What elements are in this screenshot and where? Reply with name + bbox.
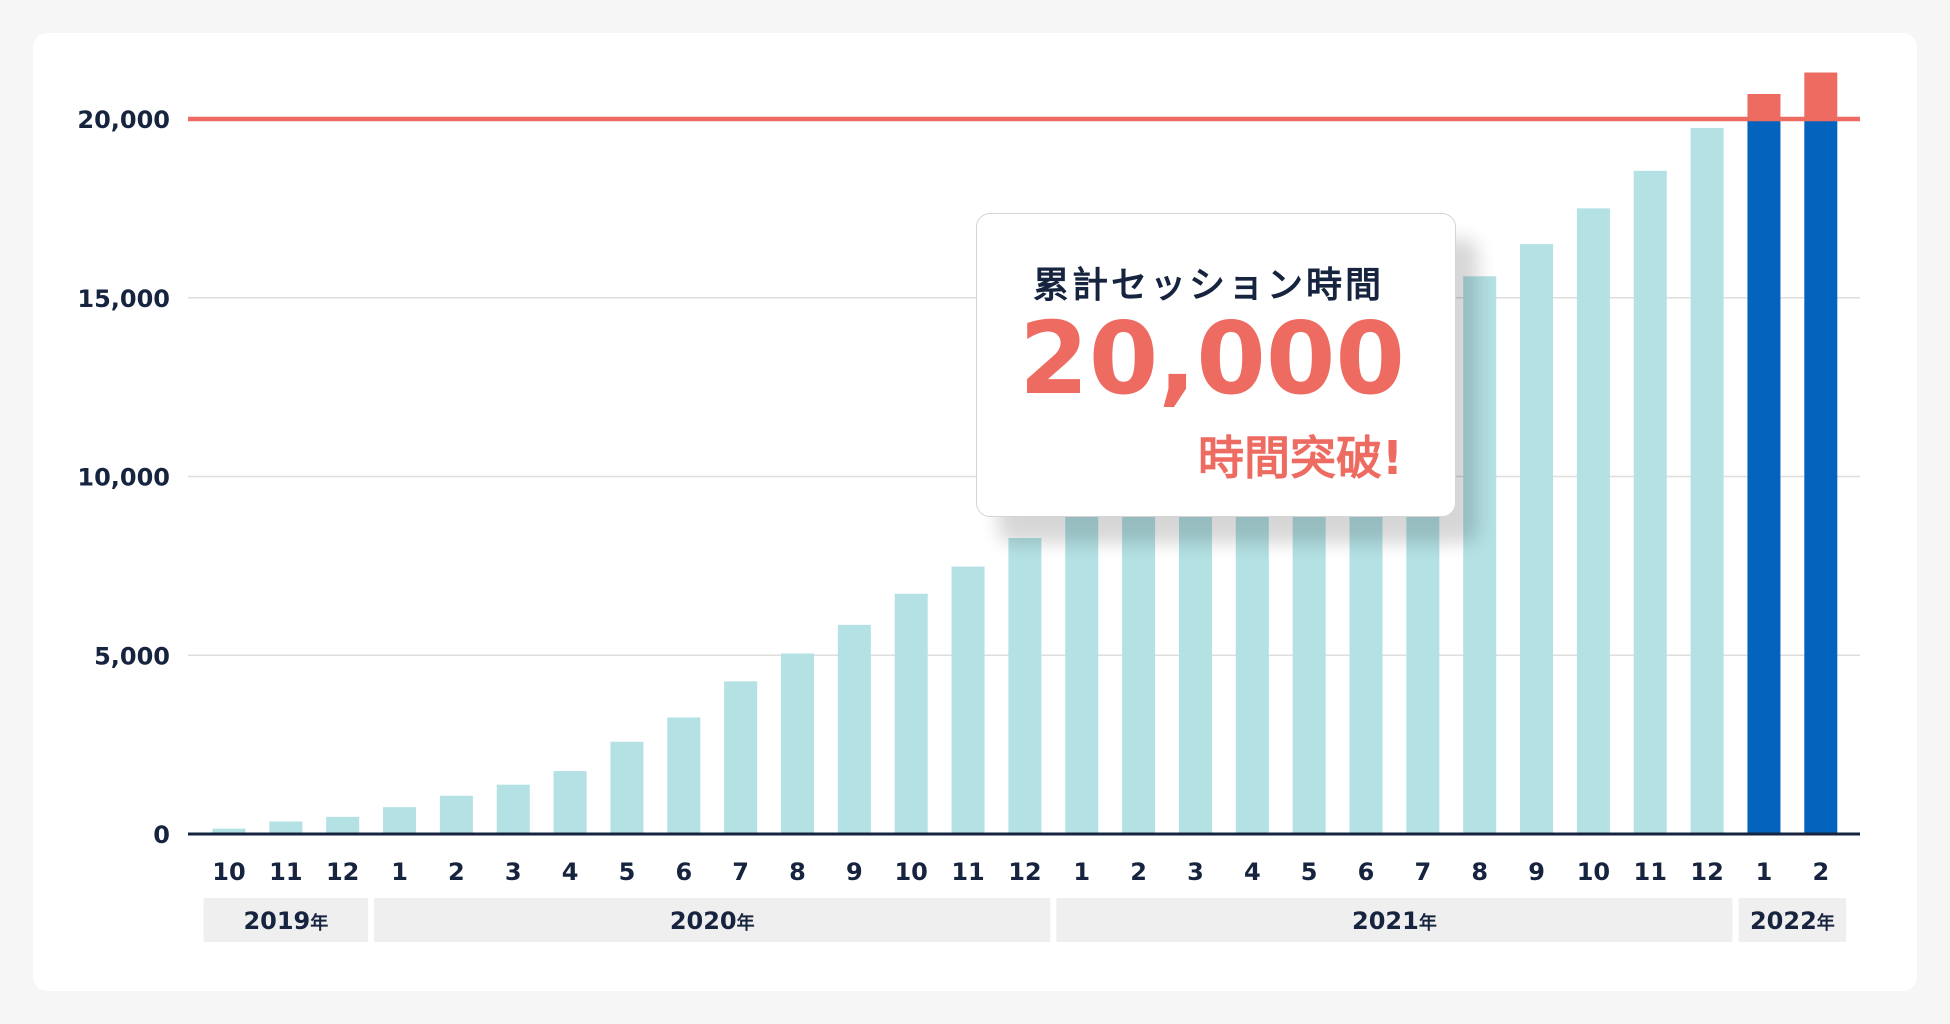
year-band [374, 898, 1051, 942]
x-tick-label: 11 [1634, 858, 1667, 886]
bar [383, 807, 417, 834]
bar [1747, 119, 1781, 834]
x-tick-label: 10 [894, 858, 927, 886]
x-tick-label: 2 [1812, 858, 1829, 886]
x-tick-label: 8 [1471, 858, 1488, 886]
year-label: 2022年 [1750, 907, 1835, 935]
year-band [1056, 898, 1733, 942]
x-tick-label: 5 [619, 858, 636, 886]
x-tick-label: 2 [1130, 858, 1147, 886]
bar [496, 784, 530, 834]
x-tick-label: 5 [1301, 858, 1318, 886]
x-tick-label: 1 [1756, 858, 1773, 886]
bar [1008, 537, 1042, 834]
bar [1520, 244, 1554, 834]
bar [1122, 471, 1156, 834]
bar [724, 681, 758, 834]
x-tick-label: 12 [326, 858, 359, 886]
x-tick-label: 9 [1528, 858, 1545, 886]
bar [212, 828, 246, 834]
x-tick-label: 7 [1414, 858, 1431, 886]
milestone-callout: 累計セッション時間 20,000 時間突破! [976, 213, 1456, 517]
x-tick-label: 11 [269, 858, 302, 886]
bar [269, 821, 303, 834]
y-tick-label: 10,000 [77, 464, 170, 492]
x-tick-label: 12 [1008, 858, 1041, 886]
year-label: 2020年 [670, 907, 755, 935]
x-tick-label: 10 [1577, 858, 1610, 886]
x-tick-label: 12 [1690, 858, 1723, 886]
bar [1804, 119, 1838, 834]
x-tick-label: 11 [951, 858, 984, 886]
bar [1633, 170, 1667, 834]
callout-suffix: 時間突破! [1198, 431, 1403, 485]
bar [1576, 208, 1610, 834]
bar-over-target [1747, 93, 1781, 119]
x-tick-label: 1 [1073, 858, 1090, 886]
callout-title: 累計セッション時間 [1033, 265, 1385, 306]
bar [1065, 508, 1099, 834]
y-tick-label: 20,000 [77, 106, 170, 134]
bar-over-target [1804, 72, 1838, 119]
bar [894, 593, 928, 834]
x-tick-label: 9 [846, 858, 863, 886]
y-tick-label: 0 [153, 821, 170, 849]
bar [781, 653, 814, 834]
year-label: 2019年 [243, 907, 328, 935]
x-tick-label: 6 [675, 858, 692, 886]
bar [553, 771, 587, 834]
x-tick-label: 7 [732, 858, 749, 886]
x-tick-label: 3 [1187, 858, 1204, 886]
callout-value: 20,000 [1019, 300, 1405, 417]
bar [439, 795, 473, 834]
y-tick-label: 15,000 [77, 285, 170, 313]
year-band [1738, 898, 1847, 942]
bar [326, 816, 360, 834]
x-tick-label: 4 [1244, 858, 1261, 886]
bar [610, 741, 644, 834]
bar [837, 624, 871, 834]
x-tick-label: 8 [789, 858, 806, 886]
bar [667, 717, 701, 834]
y-tick-label: 5,000 [94, 642, 170, 670]
x-tick-label: 6 [1358, 858, 1375, 886]
x-tick-label: 4 [562, 858, 579, 886]
bar [1463, 276, 1497, 834]
bar [1690, 127, 1724, 834]
x-tick-label: 3 [505, 858, 522, 886]
x-tick-label: 2 [448, 858, 465, 886]
year-label: 2021年 [1352, 907, 1437, 935]
bar [951, 566, 985, 834]
year-band [203, 898, 369, 942]
x-tick-label: 10 [212, 858, 245, 886]
x-tick-label: 1 [391, 858, 408, 886]
